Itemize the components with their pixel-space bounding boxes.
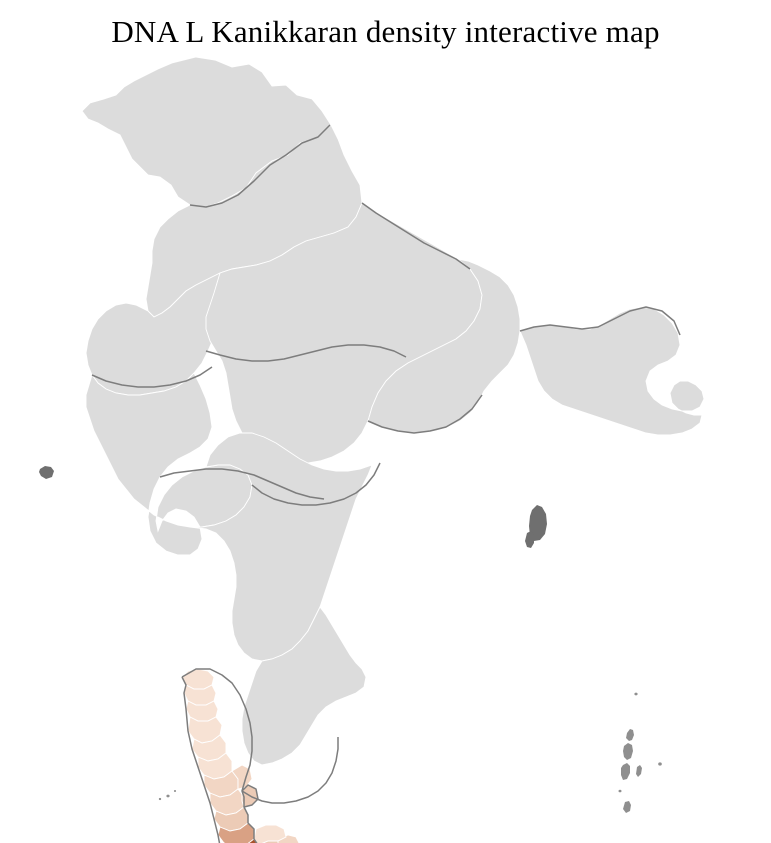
island-dot-east[interactable]	[658, 762, 662, 766]
state-border-odisha	[367, 394, 483, 434]
state-border-gujarat-rajasthan	[91, 366, 213, 388]
state-border-northeast	[519, 306, 681, 336]
page-title: DNA L Kanikkaran density interactive map	[111, 14, 660, 49]
island-dot-north[interactable]	[634, 692, 638, 696]
island-lakshadweep-b[interactable]	[158, 797, 162, 801]
region-east-india[interactable]	[367, 258, 521, 434]
state-border-mp	[205, 344, 407, 362]
island-north-andaman[interactable]	[626, 729, 634, 741]
india-choropleth-svg[interactable]	[0, 55, 771, 843]
state-border-up-bihar	[361, 202, 471, 270]
state-border-andhra	[251, 462, 381, 506]
island-south-andaman[interactable]	[621, 763, 630, 780]
island-dot-west[interactable]	[618, 789, 622, 793]
island-lakshadweep-a[interactable]	[166, 794, 170, 798]
island-middle-andaman[interactable]	[623, 743, 633, 760]
district-dark-sundarbans-south[interactable]	[525, 531, 534, 548]
map-island-layer	[39, 466, 662, 813]
state-border-jk	[189, 124, 331, 208]
state-border-kerala	[181, 676, 259, 843]
india-map-container[interactable]	[0, 55, 771, 843]
region-deccan[interactable]	[189, 432, 373, 662]
region-northeast-india[interactable]	[519, 306, 705, 436]
island-ritchies-archipelago[interactable]	[636, 765, 642, 777]
map-landmass-layer	[81, 56, 705, 766]
state-border-tamil-nadu	[241, 737, 339, 804]
district-dark-kachchh-edge[interactable]	[39, 466, 54, 479]
map-state-boundary-layer	[91, 124, 681, 843]
region-tamil-nadu[interactable]	[241, 606, 367, 766]
district-dark-sundarbans[interactable]	[529, 505, 547, 541]
island-little-andaman[interactable]	[623, 801, 631, 813]
region-jammu-kashmir[interactable]	[81, 56, 332, 208]
district-idukki[interactable]	[231, 764, 253, 790]
island-lakshadweep-c[interactable]	[173, 790, 177, 792]
region-gujarat[interactable]	[85, 372, 253, 556]
state-border-maharashtra	[159, 468, 325, 500]
state-border-karnataka-kerala	[181, 668, 253, 792]
